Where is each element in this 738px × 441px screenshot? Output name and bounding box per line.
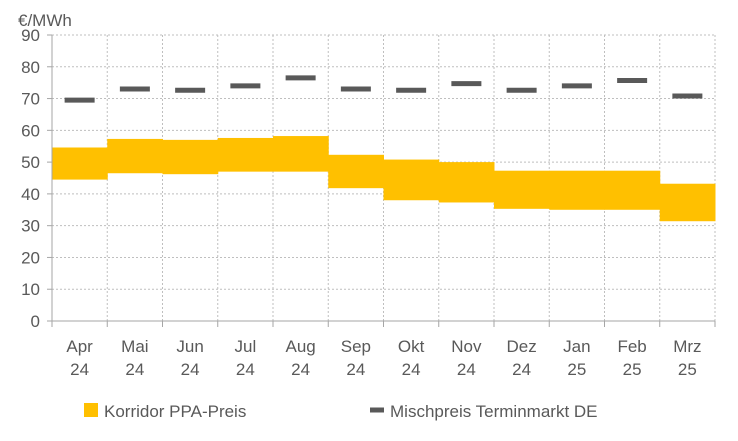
y-tick-label: 10 xyxy=(21,280,40,299)
ppa-bar xyxy=(328,154,384,189)
legend-label-terminmarkt: Mischpreis Terminmarkt DE xyxy=(390,402,598,421)
ppa-bar xyxy=(438,162,495,203)
x-tick-label: Okt 24 xyxy=(398,337,425,379)
ppa-bar xyxy=(549,170,605,210)
y-tick-label: 40 xyxy=(21,185,40,204)
y-tick-label: 70 xyxy=(21,90,40,109)
ppa-bar xyxy=(494,170,550,209)
x-tick-labels: Apr 24 Mai 24 Jun 24 Jul 24 Aug 24 Sep 24 Okt 24 Nov 24… xyxy=(66,337,701,379)
y-tick-label: 80 xyxy=(21,58,40,77)
y-tick-label: 0 xyxy=(31,312,40,331)
ppa-corridor-bars xyxy=(52,136,716,222)
legend-label-ppa: Korridor PPA-Preis xyxy=(104,402,246,421)
y-tick-label: 90 xyxy=(21,26,40,45)
ppa-bar xyxy=(659,183,716,222)
ppa-bar xyxy=(52,147,108,180)
y-axis-unit-label: €/MWh xyxy=(18,11,72,30)
legend: Korridor PPA-Preis Mischpreis Terminmark… xyxy=(84,402,598,421)
y-tick-label: 50 xyxy=(21,153,40,172)
x-tick-label: Dez 24 xyxy=(507,337,537,379)
x-tick-label: Mrz 25 xyxy=(673,337,701,379)
x-tick-label: Feb 25 xyxy=(617,337,646,379)
x-tick-label: Sep 24 xyxy=(341,337,371,379)
x-tick-label: Jan 25 xyxy=(563,337,590,379)
ppa-bar xyxy=(217,137,274,172)
ppa-bar xyxy=(604,170,661,210)
x-tick-label: Nov 24 xyxy=(451,337,482,379)
x-tick-label: Apr 24 xyxy=(66,337,93,379)
terminmarkt-markers xyxy=(64,75,703,103)
x-tick-label: Jul 24 xyxy=(235,337,257,379)
ppa-bar xyxy=(383,159,440,201)
x-tick-label: Jun 24 xyxy=(176,337,203,379)
ppa-bar xyxy=(273,136,329,172)
x-tick-label: Aug 24 xyxy=(286,337,316,379)
ppa-bar xyxy=(162,139,219,175)
y-tick-label: 30 xyxy=(21,217,40,236)
ppa-bar xyxy=(107,138,163,174)
y-tick-label: 20 xyxy=(21,248,40,267)
legend-swatch-ppa xyxy=(84,403,98,417)
axes xyxy=(47,34,716,327)
y-tick-label: 60 xyxy=(21,121,40,140)
y-tick-labels: 0 10 20 30 40 50 60 70 80 90 xyxy=(21,26,40,331)
x-tick-label: Mai 24 xyxy=(121,337,148,379)
